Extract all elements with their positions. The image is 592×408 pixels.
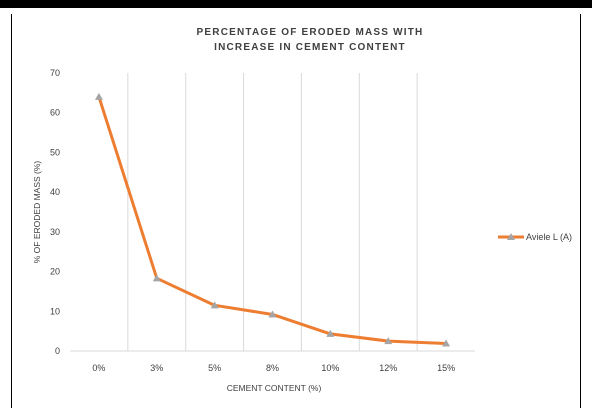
legend: Aviele L (A) [498,232,572,242]
chart-title-line-1: PERCENTAGE OF ERODED MASS WITH [197,27,424,38]
x-tick-label: 8% [266,363,279,373]
data-point-marker [442,339,451,347]
y-tick-label: 30 [50,227,60,237]
vertical-gridlines [127,73,418,351]
top-rule [0,0,592,8]
x-tick-label: 5% [208,363,221,373]
y-axis-label: % OF ERODED MASS (%) [32,161,42,264]
data-point-marker [210,301,219,309]
data-point-marker [268,310,277,318]
data-point-marker [326,329,335,337]
data-point-marker [94,92,103,100]
chart-title-line-2: INCREASE IN CEMENT CONTENT [214,42,406,53]
chart-frame [11,14,581,408]
legend-marker-swatch [507,233,515,240]
y-tick-label: 10 [50,306,60,316]
x-tick-label: 12% [379,363,397,373]
x-tick-label: 0% [92,363,105,373]
data-point-marker [152,274,161,282]
y-tick-label: 40 [50,187,60,197]
y-tick-label: 50 [50,147,60,157]
x-axis-ticks: 0% 3% 5% 8% 10% 12% 15% [92,363,455,373]
series-line [97,95,448,345]
y-tick-label: 0 [55,346,60,356]
legend-series-label: Aviele L (A) [526,232,572,242]
y-tick-label: 60 [50,108,60,118]
data-point-marker [384,337,393,345]
series-layer [94,92,451,347]
x-tick-label: 10% [321,363,339,373]
y-tick-label: 20 [50,267,60,277]
y-axis-ticks: 0 10 20 30 40 50 60 70 [50,68,60,356]
x-tick-label: 3% [150,363,163,373]
x-axis-label: CEMENT CONTENT (%) [227,383,322,393]
y-tick-label: 70 [50,68,60,78]
x-tick-label: 15% [437,363,455,373]
